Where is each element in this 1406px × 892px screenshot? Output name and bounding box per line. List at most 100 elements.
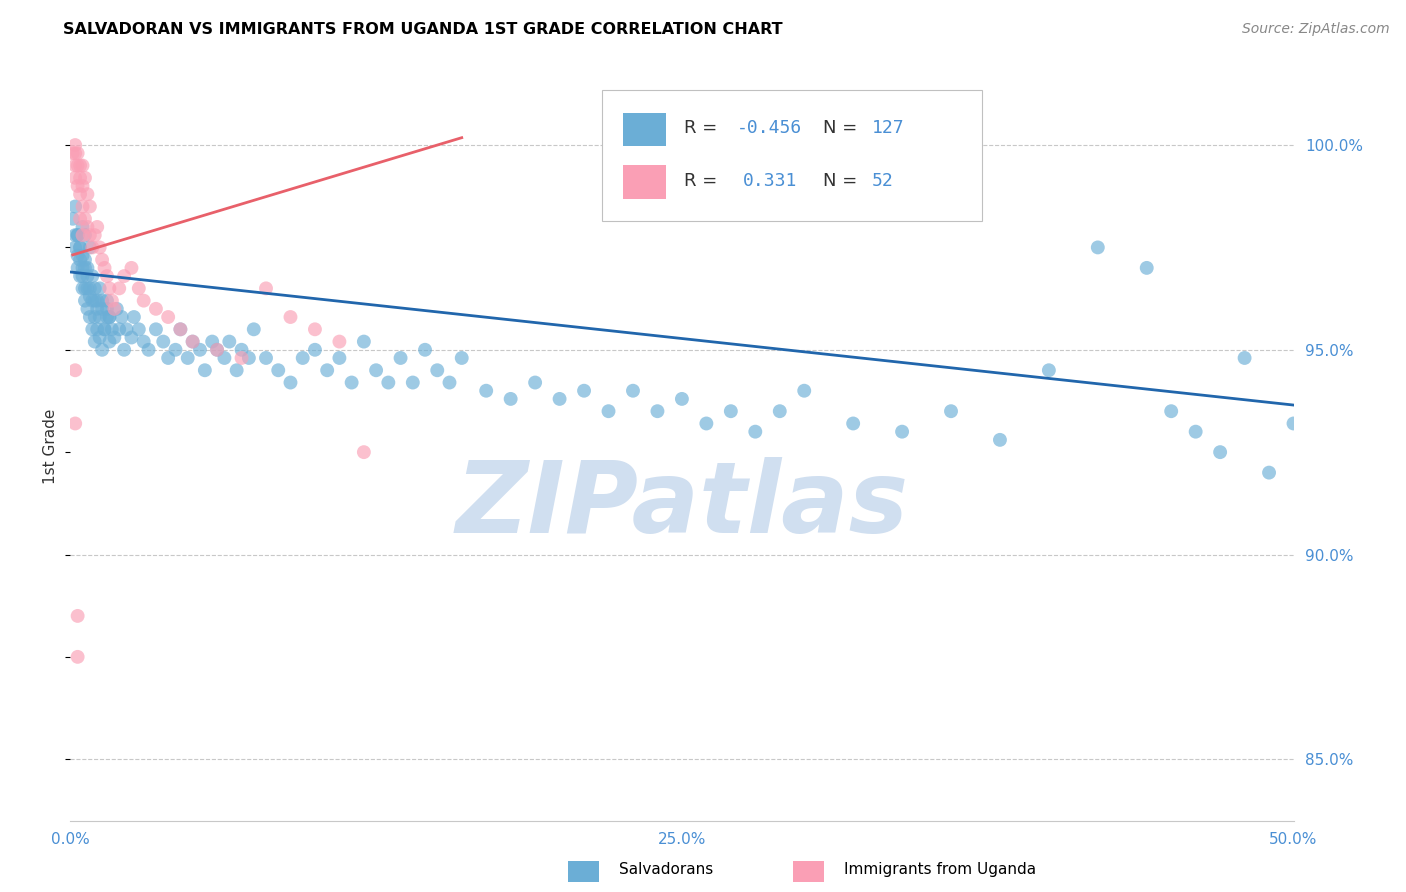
- Point: [105, 301, 128, 316]
- Point: [63, 146, 86, 161]
- Point: [389, 351, 412, 365]
- Point: [316, 363, 339, 377]
- Point: [63, 138, 86, 153]
- Point: [69, 240, 91, 254]
- Point: [111, 310, 134, 324]
- Point: [73, 211, 96, 226]
- Point: [291, 351, 314, 365]
- Point: [86, 301, 108, 316]
- Point: [66, 608, 89, 623]
- Point: [63, 228, 86, 243]
- Point: [572, 384, 595, 398]
- Point: [328, 351, 350, 365]
- Point: [231, 351, 253, 365]
- Point: [254, 281, 277, 295]
- Point: [671, 392, 693, 406]
- Point: [91, 293, 114, 308]
- Point: [138, 343, 160, 357]
- Text: ZIPatlas: ZIPatlas: [456, 458, 908, 555]
- Point: [181, 334, 204, 349]
- Point: [96, 310, 118, 324]
- Point: [91, 343, 114, 357]
- Point: [695, 417, 717, 431]
- Point: [744, 425, 766, 439]
- Point: [108, 281, 131, 295]
- Point: [304, 322, 326, 336]
- Point: [82, 293, 104, 308]
- Point: [205, 343, 228, 357]
- Point: [1038, 363, 1060, 377]
- Point: [205, 343, 228, 357]
- Point: [96, 301, 118, 316]
- Point: [69, 252, 91, 267]
- Point: [93, 322, 115, 336]
- Point: [76, 281, 98, 295]
- Point: [79, 289, 101, 303]
- Point: [89, 310, 111, 324]
- Point: [108, 322, 131, 336]
- Point: [769, 404, 792, 418]
- Point: [63, 159, 86, 173]
- Point: [218, 334, 240, 349]
- Text: N =: N =: [823, 120, 856, 137]
- Point: [1184, 425, 1206, 439]
- Point: [304, 343, 326, 357]
- Point: [69, 187, 91, 202]
- Point: [112, 343, 135, 357]
- Point: [63, 199, 86, 213]
- Point: [621, 384, 644, 398]
- Point: [267, 363, 290, 377]
- Point: [83, 310, 105, 324]
- Point: [89, 281, 111, 295]
- Point: [328, 334, 350, 349]
- Point: [79, 281, 101, 295]
- Point: [79, 228, 101, 243]
- Point: [72, 228, 94, 243]
- Point: [82, 269, 104, 284]
- Point: [280, 310, 302, 324]
- Point: [73, 252, 96, 267]
- Point: [1282, 417, 1305, 431]
- Point: [73, 281, 96, 295]
- Point: [439, 376, 461, 390]
- Point: [76, 187, 98, 202]
- Point: [340, 376, 363, 390]
- Point: [72, 179, 94, 194]
- Point: [79, 240, 101, 254]
- Point: [72, 199, 94, 213]
- Point: [82, 322, 104, 336]
- Point: [112, 269, 135, 284]
- Point: [66, 146, 89, 161]
- Point: [72, 260, 94, 275]
- Point: [377, 376, 399, 390]
- Point: [128, 322, 150, 336]
- Point: [169, 322, 191, 336]
- Point: [76, 260, 98, 275]
- Point: [91, 252, 114, 267]
- Point: [93, 322, 115, 336]
- Point: [79, 199, 101, 213]
- Point: [72, 159, 94, 173]
- Point: [1136, 260, 1159, 275]
- Point: [188, 343, 211, 357]
- Point: [121, 260, 143, 275]
- Point: [720, 404, 742, 418]
- Point: [66, 649, 89, 664]
- Point: [63, 417, 86, 431]
- Point: [1087, 240, 1109, 254]
- Point: [647, 404, 669, 418]
- Point: [1233, 351, 1256, 365]
- Point: [73, 228, 96, 243]
- Point: [69, 211, 91, 226]
- Point: [73, 170, 96, 185]
- Point: [101, 322, 124, 336]
- Point: [103, 330, 125, 344]
- Point: [72, 269, 94, 284]
- Point: [214, 351, 236, 365]
- Point: [98, 334, 121, 349]
- Point: [157, 351, 180, 365]
- Point: [231, 343, 253, 357]
- Point: [69, 269, 91, 284]
- Point: [450, 351, 472, 365]
- Point: [69, 170, 91, 185]
